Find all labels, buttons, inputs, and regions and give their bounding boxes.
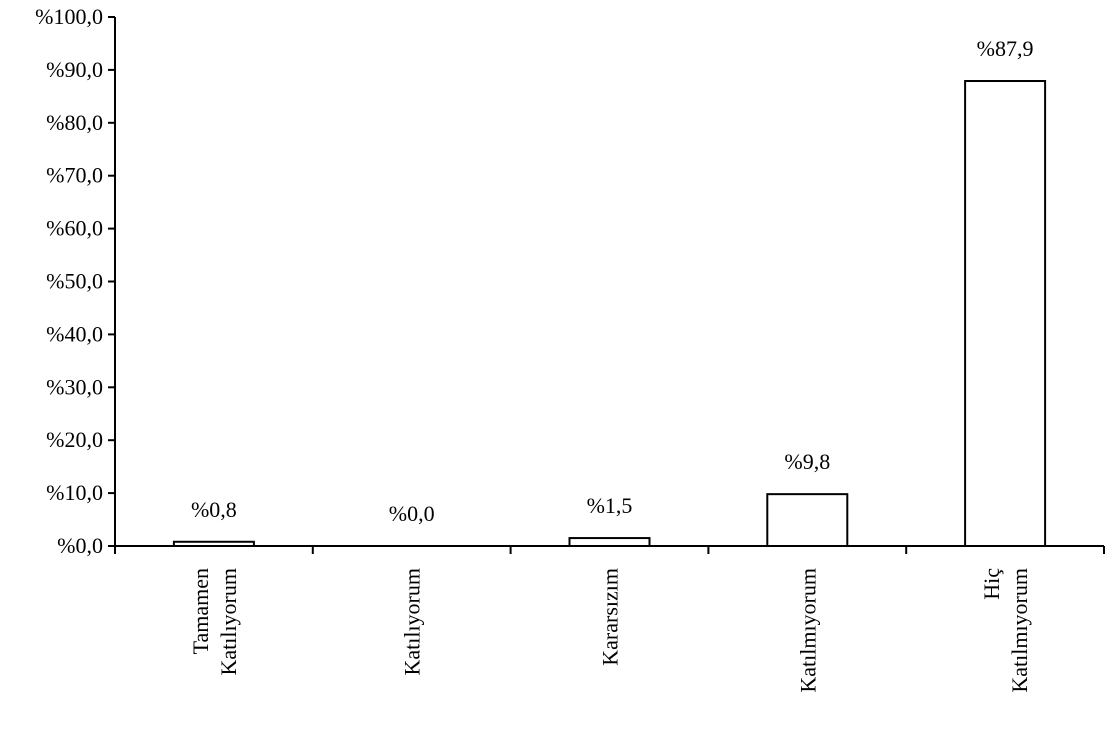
y-tick-label: %70,0: [46, 163, 103, 188]
data-label-5: %87,9: [977, 36, 1034, 61]
category-label-line: Katılıyorum: [216, 568, 241, 676]
category-label-line: Hiç: [979, 568, 1004, 600]
y-axis: %0,0 %10,0 %20,0 %30,0 %40,0 %50,0 %60,0 %70,0%…: [35, 4, 116, 558]
bar-3: [568, 537, 651, 548]
data-label-4: %9,8: [784, 449, 830, 474]
category-label-line: Tamamen: [188, 568, 213, 654]
data-label-3: %1,5: [587, 493, 633, 518]
y-tick-label: %60,0: [46, 216, 103, 241]
y-tick-label: %30,0: [46, 374, 103, 399]
y-tick-label: %80,0: [46, 110, 103, 135]
category-label-5: Hiç Katılmıyorum: [979, 568, 1032, 693]
data-label-1: %0,8: [191, 497, 237, 522]
category-label-line: Katılmıyorum: [1007, 568, 1032, 693]
y-tick-label: %50,0: [46, 269, 103, 294]
category-labels-group: Tamamen Katılıyorum Katılıyorum Kararsızım K…: [188, 568, 1032, 693]
category-label-1: Tamamen Katılıyorum: [188, 568, 241, 676]
bars-group: [172, 80, 1047, 548]
y-tick-label: %40,0: [46, 321, 103, 346]
category-label-2: Katılıyorum: [400, 568, 425, 676]
y-tick-label: %0,0: [57, 533, 103, 558]
category-label-line: Katılıyorum: [400, 568, 425, 676]
bar-4: [766, 493, 849, 547]
data-label-2: %0,0: [389, 501, 435, 526]
category-label-3: Kararsızım: [598, 568, 623, 666]
y-tick-label: %20,0: [46, 427, 103, 452]
data-labels-group: %0,8 %0,0 %1,5 %9,8 %87,9: [191, 36, 1034, 526]
category-label-4: Katılmıyorum: [795, 568, 820, 693]
x-axis: [114, 545, 1105, 554]
category-label-line: Katılmıyorum: [795, 568, 820, 693]
y-tick-label: %10,0: [46, 480, 103, 505]
y-tick-label: %90,0: [46, 57, 103, 82]
bar-5: [964, 80, 1047, 547]
y-tick-label: %100,0: [35, 4, 103, 29]
category-label-line: Kararsızım: [598, 568, 623, 666]
